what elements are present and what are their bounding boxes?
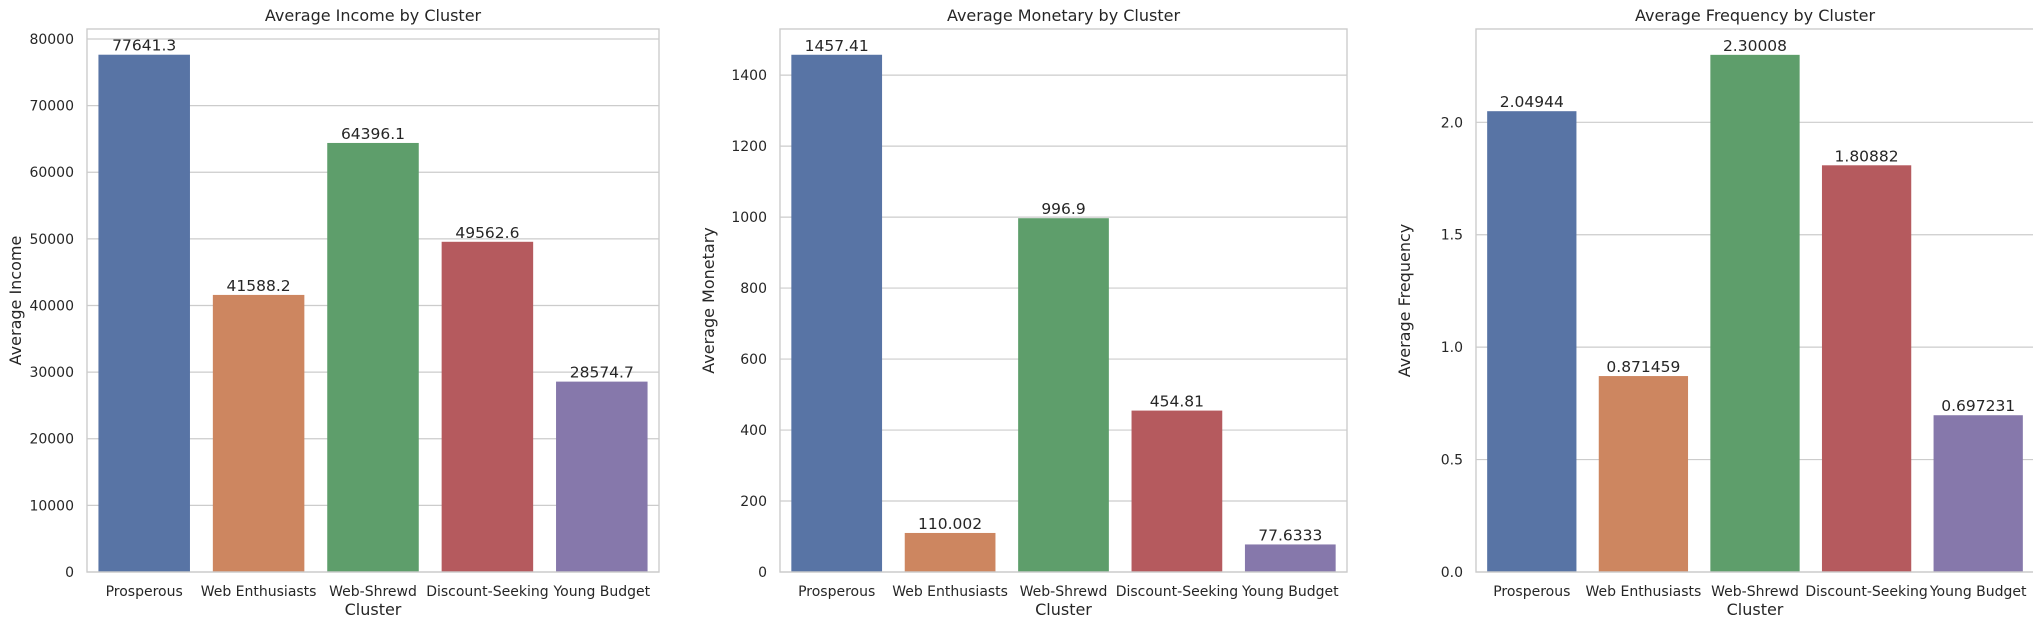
monetary-x-axis-label: Cluster bbox=[1035, 600, 1092, 619]
frequency-ytick-label: 2.0 bbox=[1441, 115, 1463, 131]
monetary-chart-title: Average Monetary by Cluster bbox=[947, 6, 1181, 25]
monetary-y-axis-label: Average Monetary bbox=[699, 227, 718, 374]
frequency-chart-panel: 0.0 0.5 1.0 1.5 2.0 2.04944 Prosperous 0.871459… bbox=[1395, 6, 2033, 619]
frequency-axes-frame bbox=[1475, 28, 2033, 573]
frequency-xtick-label: Web-Shrewd bbox=[1711, 584, 1799, 600]
monetary-ytick-label: 0 bbox=[758, 565, 767, 581]
income-bar-prosperous bbox=[98, 54, 190, 573]
income-ytick-label: 0 bbox=[65, 565, 74, 581]
frequency-ytick-label: 0.5 bbox=[1441, 453, 1463, 469]
frequency-xtick-label: Discount-Seeking bbox=[1805, 584, 1927, 600]
monetary-data-label: 1457.41 bbox=[805, 37, 869, 55]
monetary-bar-discount-seeking bbox=[1131, 410, 1223, 572]
monetary-axes-frame bbox=[779, 28, 1348, 573]
income-ytick-label: 80000 bbox=[29, 32, 74, 48]
income-ytick-label: 20000 bbox=[29, 432, 74, 448]
monetary-bar-young-budget bbox=[1244, 544, 1336, 572]
frequency-ytick-label: 1.5 bbox=[1441, 228, 1463, 244]
monetary-data-label: 77.6333 bbox=[1258, 526, 1322, 544]
monetary-ytick-label: 1200 bbox=[731, 139, 767, 155]
frequency-data-label: 2.30008 bbox=[1723, 37, 1787, 55]
income-xtick-label: Web Enthusiasts bbox=[201, 584, 317, 600]
monetary-ytick-label: 1000 bbox=[731, 210, 767, 226]
frequency-data-label: 0.697231 bbox=[1941, 397, 2015, 415]
income-ytick-label: 10000 bbox=[29, 498, 74, 514]
income-bar-web-enthusiasts bbox=[212, 294, 305, 572]
monetary-data-label: 454.81 bbox=[1150, 393, 1204, 411]
frequency-xtick-label: Web Enthusiasts bbox=[1586, 584, 1702, 600]
monetary-ytick-label: 200 bbox=[740, 494, 767, 510]
monetary-xtick-label: Discount-Seeking bbox=[1116, 584, 1238, 600]
frequency-bar-web-shrewd bbox=[1710, 54, 1800, 572]
income-data-label: 64396.1 bbox=[341, 125, 405, 143]
monetary-ytick-label: 1400 bbox=[731, 68, 767, 84]
income-axes-frame bbox=[86, 28, 660, 573]
income-xtick-label: Discount-Seeking bbox=[426, 584, 548, 600]
income-ytick-label: 60000 bbox=[29, 165, 74, 181]
frequency-bar-discount-seeking bbox=[1821, 165, 1912, 572]
income-ytick-label: 70000 bbox=[29, 99, 74, 115]
monetary-bar-web-enthusiasts bbox=[904, 532, 996, 572]
income-ytick-label: 30000 bbox=[29, 365, 74, 381]
income-y-axis-label: Average Income bbox=[6, 236, 25, 366]
income-ytick-label: 50000 bbox=[29, 232, 74, 248]
frequency-x-axis-label: Cluster bbox=[1727, 600, 1784, 619]
frequency-xtick-label: Prosperous bbox=[1493, 584, 1570, 600]
monetary-ytick-label: 800 bbox=[740, 281, 767, 297]
frequency-data-label: 2.04944 bbox=[1500, 93, 1564, 111]
income-bar-web-shrewd bbox=[327, 142, 419, 572]
income-x-axis-label: Cluster bbox=[345, 600, 402, 619]
monetary-xtick-label: Web Enthusiasts bbox=[892, 584, 1008, 600]
monetary-xtick-label: Prosperous bbox=[798, 584, 875, 600]
frequency-ytick-label: 1.0 bbox=[1441, 340, 1463, 356]
income-data-label: 49562.6 bbox=[455, 224, 519, 242]
frequency-xtick-label: Young Budget bbox=[1929, 584, 2027, 600]
frequency-bar-web-enthusiasts bbox=[1598, 376, 1689, 572]
monetary-data-label: 110.002 bbox=[918, 515, 982, 533]
monetary-bar-prosperous bbox=[791, 54, 883, 573]
frequency-bar-young-budget bbox=[1933, 415, 2023, 572]
monetary-xtick-label: Web-Shrewd bbox=[1020, 584, 1108, 600]
income-xtick-label: Web-Shrewd bbox=[329, 584, 417, 600]
monetary-chart-panel: 0 200 400 600 800 1000 1200 1400 1457.41 Prospero… bbox=[699, 6, 1348, 619]
income-xtick-label: Young Budget bbox=[552, 584, 650, 600]
frequency-bar-prosperous bbox=[1487, 111, 1577, 572]
frequency-ytick-label: 0.0 bbox=[1441, 565, 1463, 581]
income-ytick-label: 40000 bbox=[29, 298, 74, 314]
monetary-ytick-label: 400 bbox=[740, 423, 767, 439]
monetary-ytick-label: 600 bbox=[740, 352, 767, 368]
monetary-bar-web-shrewd bbox=[1018, 218, 1109, 572]
frequency-chart-title: Average Frequency by Cluster bbox=[1635, 6, 1875, 25]
monetary-data-label: 996.9 bbox=[1041, 200, 1085, 218]
monetary-xtick-label: Young Budget bbox=[1241, 584, 1339, 600]
income-bar-discount-seeking bbox=[441, 241, 534, 572]
frequency-data-label: 0.871459 bbox=[1606, 358, 1680, 376]
frequency-data-label: 1.80882 bbox=[1835, 147, 1899, 165]
income-data-label: 28574.7 bbox=[570, 364, 634, 382]
income-chart-panel: 0 10000 20000 30000 40000 50000 60000 70000 8000… bbox=[6, 6, 660, 619]
frequency-y-axis-label: Average Frequency bbox=[1395, 224, 1414, 377]
income-data-label: 41588.2 bbox=[227, 277, 291, 295]
income-data-label: 77641.3 bbox=[112, 37, 176, 55]
income-xtick-label: Prosperous bbox=[106, 584, 183, 600]
income-chart-title: Average Income by Cluster bbox=[265, 6, 482, 25]
income-bar-young-budget bbox=[556, 381, 648, 572]
